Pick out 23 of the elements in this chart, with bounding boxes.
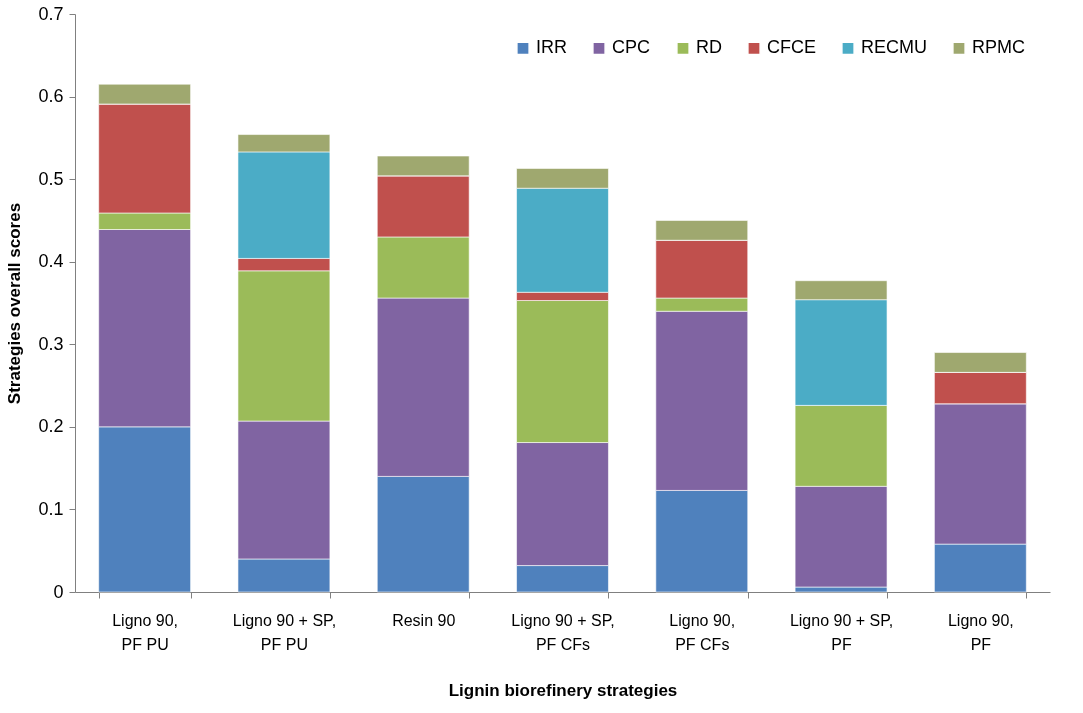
y-tick-label: 0.2 — [38, 416, 64, 437]
legend-label: CPC — [612, 37, 651, 58]
y-tick-label: 0.7 — [38, 3, 64, 24]
legend-label: RPMC — [972, 37, 1025, 58]
x-tick-label: Ligno 90, PF CFs — [669, 611, 736, 653]
legend-label: CFCE — [767, 37, 816, 58]
legend-label: RD — [696, 37, 722, 58]
x-tick-label: Ligno 90 + SP, PF — [789, 611, 894, 653]
y-tick-label: 0 — [53, 581, 64, 602]
x-axis-title: Lignin biorefinery strategies — [448, 680, 678, 700]
y-tick-label: 0.5 — [38, 168, 64, 189]
y-axis-title: Strategies overall scores — [5, 202, 25, 405]
y-tick-label: 0.4 — [38, 251, 64, 272]
x-tick-label: Ligno 90, PF PU — [112, 611, 179, 653]
x-tick-label: Resin 90 — [392, 611, 456, 629]
x-tick-label: Ligno 90, PF — [947, 611, 1014, 653]
legend-label: IRR — [536, 37, 567, 58]
x-tick-label: Ligno 90 + SP, PF CFs — [511, 611, 615, 653]
legend-label: RECMU — [861, 37, 927, 58]
y-tick-label: 0.1 — [38, 498, 64, 519]
y-tick-label: 0.3 — [38, 333, 64, 354]
y-tick-label: 0.6 — [38, 86, 64, 107]
x-tick-label: Ligno 90 + SP, PF PU — [232, 611, 337, 653]
